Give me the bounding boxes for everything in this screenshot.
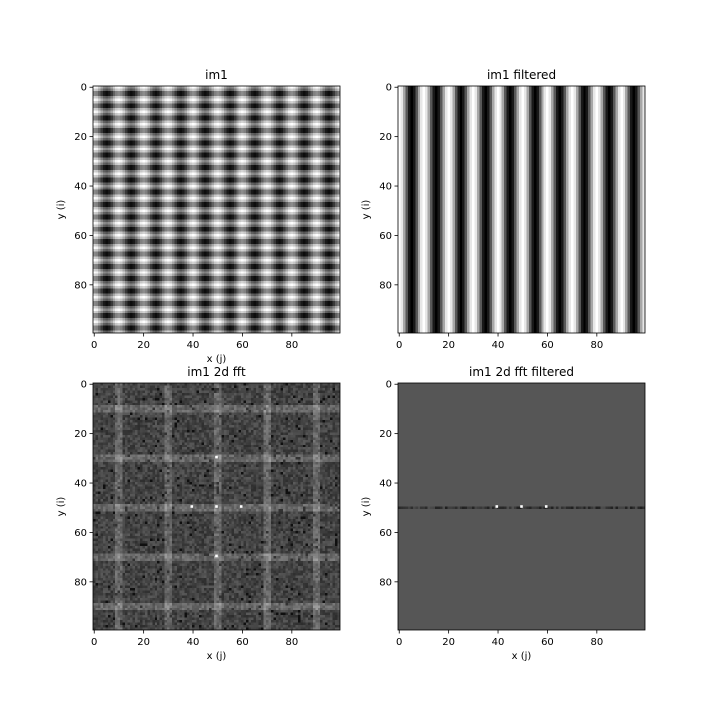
peak-point: [190, 505, 194, 508]
peak-point: [544, 505, 548, 508]
y-tick-label: 20: [74, 429, 87, 440]
axes-frame: [92, 382, 341, 631]
x-tick-label: 60: [236, 340, 249, 351]
subplot-title: im1: [205, 68, 228, 82]
subplot-2: im1 filtered 0 20 40 60 80 0 20 40 60 80 y (i): [361, 68, 646, 351]
subplot-title: im1 2d fft filtered: [469, 365, 574, 379]
axes-frame: [397, 85, 646, 334]
subplot-title: im1 2d fft: [187, 365, 246, 379]
y-tick-label: 20: [379, 429, 392, 440]
x-tick-label: 0: [396, 637, 402, 648]
y-axis-label: y (i): [361, 200, 372, 220]
y-tick-label: 80: [74, 577, 87, 588]
y-tick-label: 60: [74, 528, 87, 539]
y-axis-label: y (i): [361, 497, 372, 517]
x-axis-label: x (j): [207, 354, 227, 365]
y-tick-label: 80: [379, 280, 392, 291]
x-tick-label: 0: [91, 340, 97, 351]
subplot-4: im1 2d fft filtered 0 20 40 60 80 0 20 40 60 80 x (…: [361, 365, 646, 662]
peak-point: [239, 505, 243, 508]
peak-point: [495, 505, 499, 508]
x-axis-label: x (j): [512, 651, 532, 662]
subplot-1: im1 0 20 40 60 80 0 20 40 60 80 x (j) y (i): [56, 68, 341, 365]
x-axis-label: x (j): [207, 651, 227, 662]
axes-frame: [397, 382, 646, 631]
peak-point: [215, 554, 218, 558]
peak-point: [520, 505, 523, 508]
y-tick-label: 0: [386, 380, 392, 391]
y-tick-label: 40: [379, 479, 392, 490]
x-tick-label: 0: [396, 340, 402, 351]
x-tick-label: 40: [187, 340, 200, 351]
y-tick-label: 80: [74, 280, 87, 291]
x-tick-label: 40: [187, 637, 200, 648]
peak-point: [215, 505, 218, 508]
y-tick-label: 0: [81, 380, 87, 391]
subplot-3: im1 2d fft 0 20 40 60 80 0 20 40 60 80 x (j) y (i): [56, 365, 341, 662]
x-tick-label: 40: [492, 637, 505, 648]
x-tick-label: 0: [91, 637, 97, 648]
heatmap-image: [398, 86, 645, 333]
x-tick-label: 60: [541, 340, 554, 351]
x-tick-label: 60: [541, 637, 554, 648]
x-tick-label: 60: [236, 637, 249, 648]
y-tick-label: 20: [74, 132, 87, 143]
y-tick-label: 40: [74, 182, 87, 193]
x-tick-label: 40: [492, 340, 505, 351]
y-tick-label: 20: [379, 132, 392, 143]
x-tick-label: 80: [590, 637, 603, 648]
y-tick-label: 60: [74, 231, 87, 242]
y-tick-label: 40: [74, 479, 87, 490]
y-tick-label: 60: [379, 528, 392, 539]
y-tick-label: 0: [81, 83, 87, 94]
y-tick-label: 60: [379, 231, 392, 242]
y-axis-label: y (i): [56, 497, 67, 517]
y-tick-label: 40: [379, 182, 392, 193]
x-tick-label: 20: [442, 637, 455, 648]
x-tick-label: 20: [137, 637, 150, 648]
x-tick-label: 20: [137, 340, 150, 351]
y-tick-label: 80: [379, 577, 392, 588]
x-tick-label: 80: [590, 340, 603, 351]
axes-frame: [92, 85, 341, 334]
x-tick-label: 80: [285, 637, 298, 648]
y-axis-label: y (i): [56, 200, 67, 220]
subplot-title: im1 filtered: [487, 68, 556, 82]
peak-point: [215, 455, 218, 459]
x-tick-label: 20: [442, 340, 455, 351]
y-tick-label: 0: [386, 83, 392, 94]
heatmap-image: [93, 86, 340, 333]
x-tick-label: 80: [285, 340, 298, 351]
